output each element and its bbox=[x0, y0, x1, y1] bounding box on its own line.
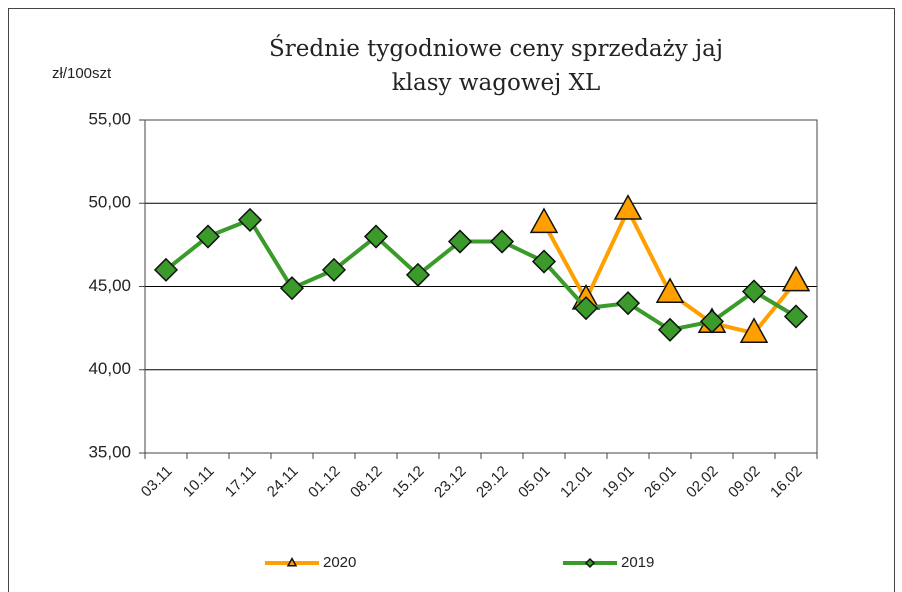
point bbox=[615, 291, 641, 316]
legend-marker bbox=[286, 557, 298, 567]
point bbox=[529, 207, 559, 234]
point bbox=[237, 207, 263, 232]
legend-marker bbox=[584, 557, 596, 569]
legend-label: 2019 bbox=[621, 554, 654, 571]
point bbox=[739, 317, 769, 343]
point bbox=[657, 317, 683, 342]
point bbox=[321, 257, 347, 282]
line bbox=[164, 217, 798, 332]
point bbox=[781, 265, 811, 292]
chart-frame bbox=[8, 8, 895, 592]
point bbox=[489, 229, 515, 254]
point bbox=[279, 276, 305, 301]
chart-title: Średnie tygodniowe ceny sprzedaży jaj bbox=[269, 35, 723, 62]
y-tick-label: 35,00 bbox=[88, 442, 131, 461]
y-tick-label: 40,00 bbox=[88, 359, 131, 378]
point bbox=[153, 257, 179, 282]
point bbox=[655, 277, 685, 304]
chart-title: klasy wagowej XL bbox=[392, 70, 600, 96]
point bbox=[699, 309, 725, 334]
point bbox=[741, 279, 767, 304]
point bbox=[195, 224, 221, 249]
point bbox=[573, 296, 599, 321]
y-tick-label: 50,00 bbox=[88, 193, 131, 212]
point bbox=[447, 229, 473, 254]
y-tick-label: 45,00 bbox=[88, 276, 131, 295]
point bbox=[783, 304, 809, 329]
legend-label: 2020 bbox=[323, 554, 356, 571]
point bbox=[531, 249, 557, 274]
y-axis-label: zł/100szt bbox=[52, 65, 112, 82]
y-tick-label: 55,00 bbox=[88, 109, 131, 128]
point bbox=[363, 224, 389, 249]
point bbox=[405, 262, 431, 287]
point bbox=[613, 194, 643, 220]
